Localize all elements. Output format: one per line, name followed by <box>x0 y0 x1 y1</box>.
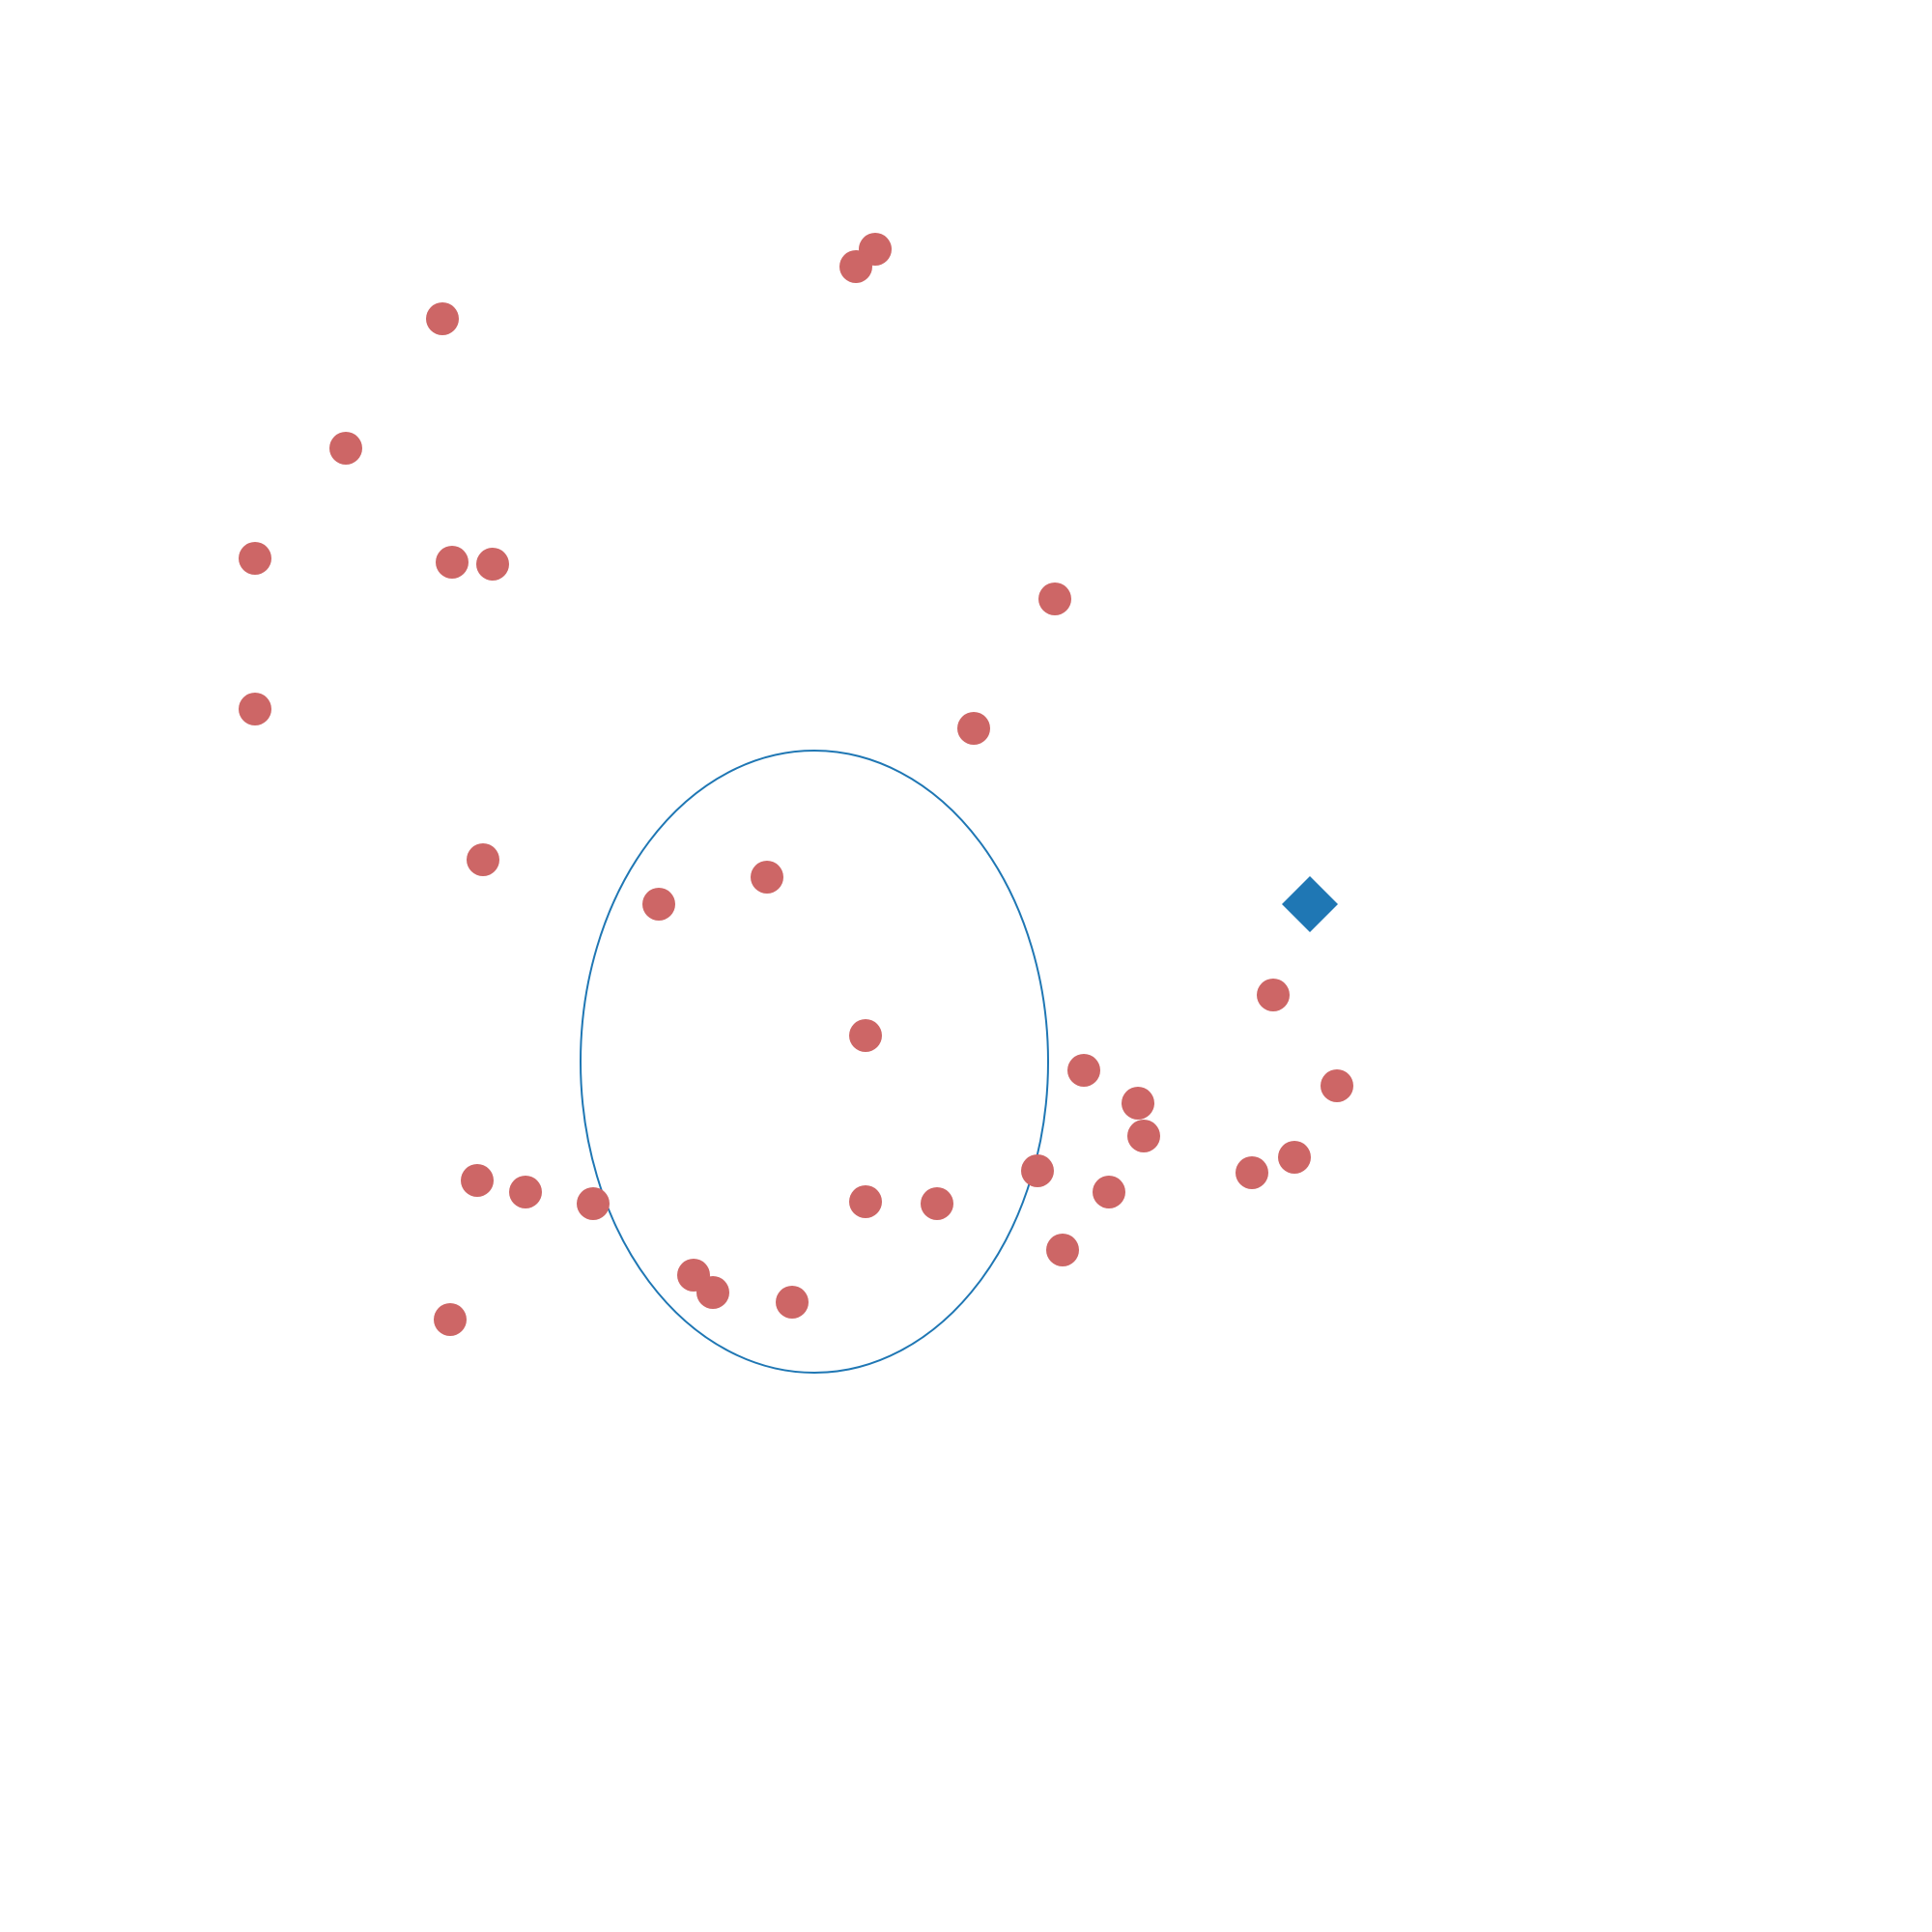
data-point <box>957 712 990 745</box>
data-point <box>642 888 675 921</box>
points-layer <box>239 233 1353 1336</box>
ellipse <box>580 750 1049 1374</box>
data-point <box>461 1164 494 1197</box>
data-point <box>577 1187 610 1220</box>
data-point <box>1021 1154 1054 1187</box>
data-point <box>839 250 872 283</box>
data-point <box>1236 1156 1268 1189</box>
data-point <box>751 861 783 894</box>
data-point <box>329 432 362 465</box>
data-point <box>1067 1054 1100 1087</box>
data-point <box>509 1176 542 1208</box>
data-point <box>1038 582 1071 615</box>
ellipse-layer <box>580 750 1049 1374</box>
data-point <box>696 1276 729 1309</box>
data-point <box>776 1286 809 1319</box>
data-point <box>1122 1087 1154 1120</box>
data-point <box>849 1019 882 1052</box>
data-point <box>1321 1069 1353 1102</box>
data-point <box>1046 1234 1079 1266</box>
diamond-marker <box>1282 876 1338 932</box>
data-point <box>239 542 271 575</box>
data-point <box>921 1187 953 1220</box>
data-point <box>434 1303 467 1336</box>
data-point <box>426 302 459 335</box>
data-point <box>1093 1176 1125 1208</box>
data-point <box>1257 979 1290 1011</box>
data-point <box>1127 1120 1160 1152</box>
data-point <box>436 546 469 579</box>
data-point <box>1278 1141 1311 1174</box>
data-point <box>467 843 499 876</box>
data-point <box>476 548 509 581</box>
marker-layer <box>1282 876 1338 932</box>
data-point <box>239 693 271 725</box>
data-point <box>849 1185 882 1218</box>
